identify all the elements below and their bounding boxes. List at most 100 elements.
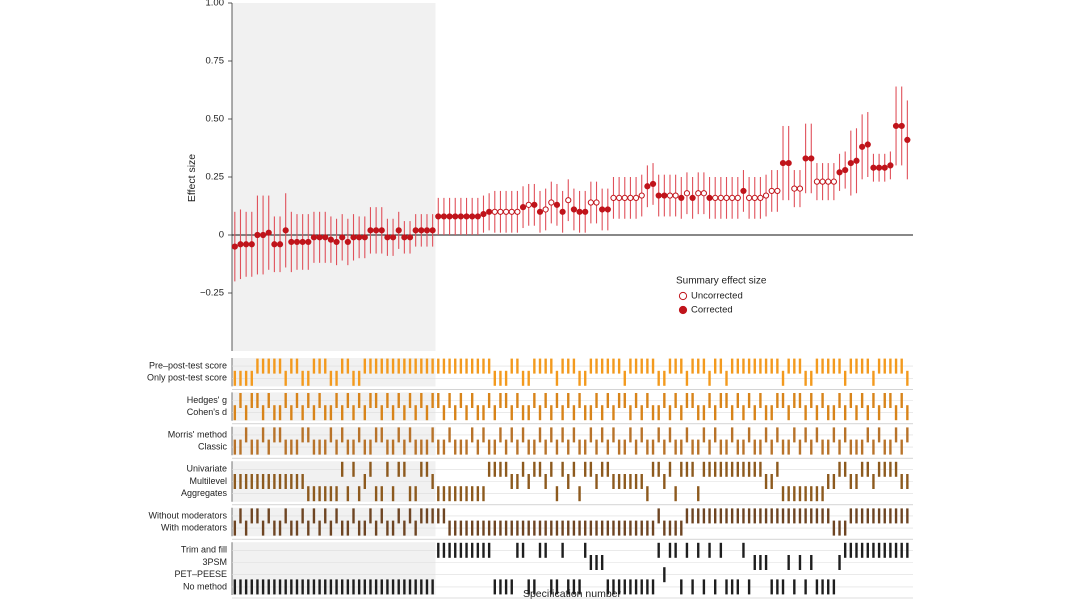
effect-point	[327, 236, 335, 243]
effect-point	[536, 208, 544, 215]
spec-row-label: 3PSM	[202, 557, 227, 567]
effect-point	[666, 192, 674, 199]
effect-point	[502, 208, 510, 215]
effect-point	[593, 199, 600, 206]
effect-point	[621, 194, 628, 201]
effect-point	[254, 231, 261, 239]
effect-point	[627, 194, 634, 201]
effect-point	[389, 234, 397, 241]
effect-point	[774, 187, 781, 195]
effect-point	[587, 199, 594, 206]
effect-point	[559, 208, 566, 215]
effect-point	[299, 238, 306, 246]
effect-point	[491, 208, 498, 215]
effect-point	[486, 208, 493, 215]
legend-label: Corrected	[691, 305, 733, 316]
effect-point	[423, 227, 431, 234]
legend-label: Uncorrected	[691, 291, 743, 302]
effect-point	[248, 241, 255, 248]
effect-point	[819, 178, 826, 185]
spec-row-label: PET–PEESE	[174, 569, 227, 579]
effect-point	[237, 241, 244, 248]
effect-point	[683, 190, 691, 197]
effect-point	[463, 213, 470, 220]
spec-shade	[232, 392, 436, 421]
effect-point	[395, 227, 402, 234]
spec-row-label: Trim and fill	[181, 545, 227, 555]
effect-point	[881, 164, 888, 171]
effect-point	[700, 190, 707, 197]
legend-marker	[678, 291, 688, 301]
effect-point	[655, 192, 662, 199]
effect-point	[480, 211, 487, 218]
effect-point	[305, 238, 312, 246]
effect-point	[356, 234, 363, 241]
effect-point	[853, 157, 860, 164]
effect-point	[508, 208, 515, 215]
effect-point	[582, 208, 589, 215]
effect-point	[740, 187, 747, 195]
effect-point	[378, 227, 385, 234]
effect-point	[452, 213, 459, 220]
effect-point	[271, 241, 278, 248]
effect-point	[519, 204, 527, 211]
effect-point	[446, 213, 453, 220]
effect-point	[531, 201, 538, 208]
spec-row-label: Pre–post-test score	[149, 360, 227, 370]
effect-point	[514, 208, 521, 215]
effect-point	[429, 227, 436, 234]
effect-point	[847, 159, 854, 167]
effect-point	[322, 234, 329, 241]
spec-row-label: Hedges' g	[187, 395, 227, 405]
effect-point	[638, 192, 645, 199]
effect-point	[892, 122, 900, 130]
effect-point	[830, 178, 837, 185]
effect-point	[644, 183, 651, 190]
effect-point	[695, 190, 702, 197]
effect-point	[904, 136, 911, 143]
effect-point	[887, 162, 894, 169]
effect-point	[875, 164, 883, 171]
effect-point	[859, 143, 866, 150]
effect-point	[548, 199, 555, 206]
effect-point	[678, 194, 685, 201]
effect-point	[604, 206, 611, 213]
effect-point	[350, 234, 357, 241]
effect-point	[729, 194, 736, 201]
spec-row-label: Univariate	[186, 464, 227, 474]
effect-point	[276, 241, 284, 248]
spec-row-label: Cohen's d	[187, 407, 227, 417]
spec-row-label: Multilevel	[189, 476, 227, 486]
y-tick-label: 1.00	[206, 0, 225, 9]
effect-point	[373, 227, 380, 234]
effect-point	[672, 192, 679, 199]
effect-point	[791, 185, 798, 192]
spec-row-label: Only post-test score	[147, 373, 227, 383]
effect-point	[746, 194, 753, 201]
effect-point	[796, 185, 804, 192]
effect-point	[418, 227, 425, 234]
effect-point	[864, 141, 871, 148]
spec-shade	[232, 426, 436, 456]
effect-point	[825, 178, 832, 185]
effect-point	[723, 194, 730, 201]
spec-shade	[232, 542, 436, 595]
effect-point	[231, 243, 238, 250]
effect-point	[599, 206, 606, 213]
effect-point	[344, 238, 351, 246]
effect-point	[649, 180, 657, 188]
effect-point	[717, 194, 724, 201]
effect-point	[440, 213, 448, 220]
y-tick-label: 0.50	[206, 114, 225, 125]
y-tick-label: 0	[219, 230, 224, 241]
effect-point	[243, 241, 250, 248]
effect-point	[293, 238, 301, 246]
effect-point	[813, 178, 821, 185]
spec-shade	[232, 507, 436, 537]
effect-point	[367, 227, 374, 234]
spec-shade	[232, 358, 436, 387]
effect-point	[779, 159, 787, 167]
effect-point	[570, 206, 578, 213]
effect-point	[553, 201, 561, 208]
